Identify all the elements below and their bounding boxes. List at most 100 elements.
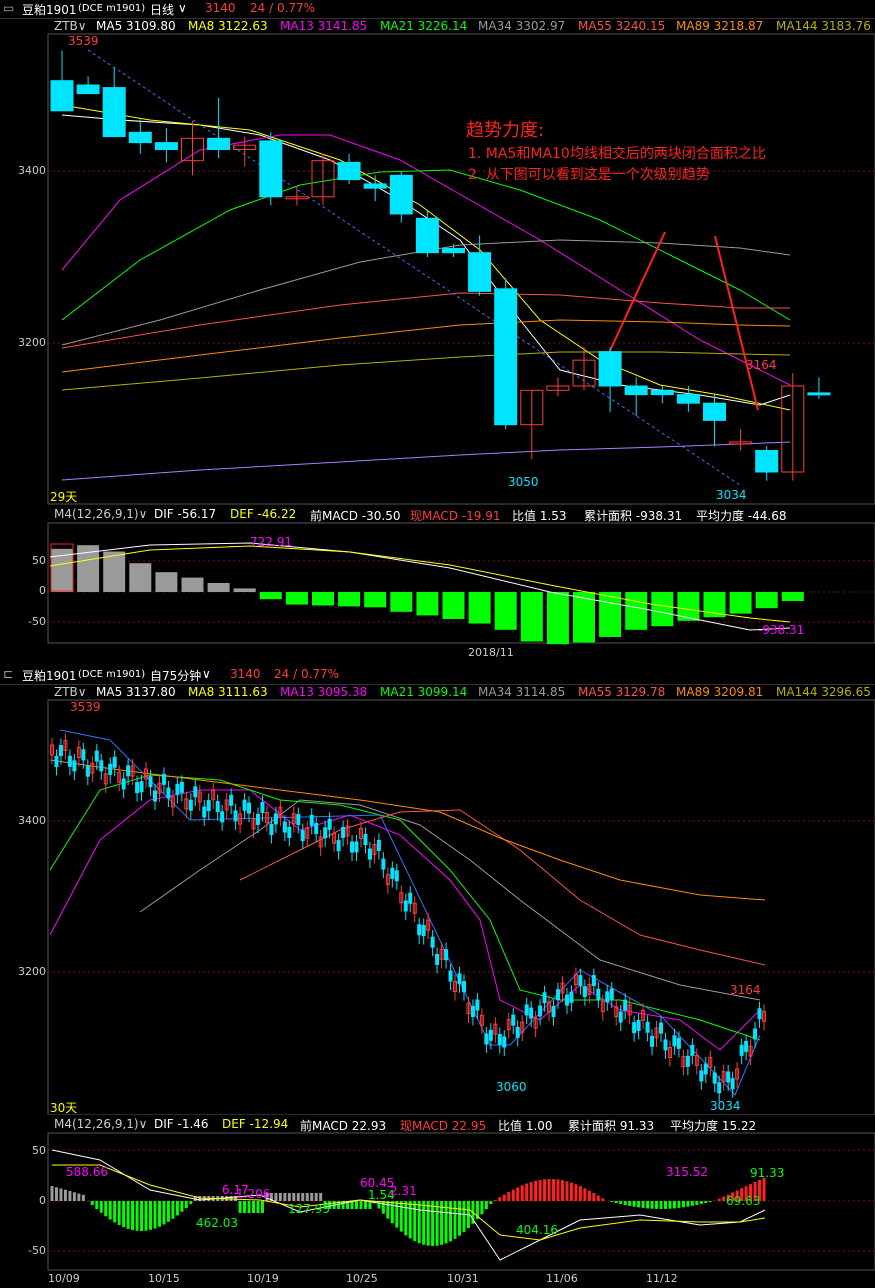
chevron-down-icon[interactable]: ∨ [178,1,187,15]
macd-label-12: 69.63 [726,1194,761,1208]
macd-bar [149,1201,153,1230]
candle-body [179,781,184,793]
candle-body [755,450,779,473]
macd-bar [301,1193,305,1201]
macd-bar [704,1201,708,1203]
ma144-value: MA144 3183.76 [776,19,871,33]
candle-body [582,986,587,998]
period-selector[interactable]: 日线 [150,3,175,17]
candle-body [144,768,149,780]
chevron-down-icon[interactable]: ∨ [202,667,211,681]
high-label: 3539 [68,34,99,48]
macd-bar [368,1201,372,1209]
ratio-value: 比值 1.53 [512,509,567,523]
macd-selector[interactable]: M4(12,26,9,1)∨ [54,1117,148,1131]
candle-body [556,989,561,1001]
macd-bar [543,1179,547,1201]
symbol-code: (DCE m1901) [78,3,146,14]
macd-bar [560,1180,564,1201]
candle-body [623,999,628,1011]
ztb-selector[interactable]: ZTB∨ [54,19,87,33]
candle-body [781,385,805,473]
candle-body [197,791,202,803]
candle-body [461,981,466,993]
macd-bar [408,1201,412,1239]
candle-body [598,351,622,387]
days-label: 30天 [50,1101,78,1115]
window-icon[interactable]: ⊏ [3,667,14,681]
candle-body [206,800,211,812]
candle-body [181,137,204,162]
macd-bar [583,1188,587,1201]
candle-body [560,982,565,994]
candle-body [341,826,346,838]
candle-body [421,924,426,936]
note-line-1: 1. MA5和MA10均线相交后的两块闭合面积之比 [468,146,766,162]
high-label: 3539 [70,700,101,714]
candle-body [170,796,175,808]
bottom-macd-ytick-50: 50 [32,1144,46,1157]
macd-bar [587,1190,591,1201]
candle-body [717,1082,722,1094]
ma89-value: MA89 3209.81 [676,685,764,699]
macd-bar [534,1180,538,1201]
candle-body [435,953,440,965]
symbol-code: (DCE m1901) [78,669,146,680]
macd-bar [641,1201,645,1208]
ma34-value: MA34 3302.97 [478,19,566,33]
macd-bar [735,1190,739,1201]
macd-bar [457,1201,461,1236]
candle-body [448,970,453,982]
macd-bar [762,1177,766,1201]
candle-body [663,1039,668,1051]
candle-body [76,746,81,758]
last-price: 3140 [230,667,261,681]
dea-line [49,545,791,623]
cum-area: 累计面积 91.33 [568,1119,655,1133]
macd-bar [51,548,73,592]
macd-bar [189,1201,193,1205]
top-macd-chart [47,522,875,645]
macd-bar [233,588,256,592]
macd-bar [50,543,74,592]
macd-bar [695,1201,699,1205]
candle-body [470,1005,475,1017]
ztb-selector[interactable]: ZTB∨ [54,685,87,699]
macd-bar [703,592,726,618]
macd-bar [755,592,778,609]
macd-bar [81,1194,85,1201]
candle-body [130,765,135,777]
candle-body [385,874,390,886]
candle-body [551,1005,556,1017]
ma55-value: MA55 3240.15 [578,19,666,33]
macd-bar [722,1196,726,1201]
candle-body [108,763,113,775]
candle-body [542,992,547,1004]
macd-label-1: 588.66 [66,1165,108,1179]
macd-selector[interactable]: M4(12,26,9,1)∨ [54,507,148,521]
candle-body [372,843,377,855]
candle-body [475,999,480,1011]
macd-bar [659,1201,663,1209]
macd-bar [328,1201,332,1209]
macd-bar [677,592,700,621]
ma89-value: MA89 3218.87 [676,19,764,33]
window-icon[interactable]: ▭ [3,1,15,15]
macd-bar [381,1201,385,1214]
macd-bar [59,1188,63,1201]
candle-body [641,1009,646,1021]
period-selector[interactable]: 自75分钟 [150,669,202,683]
candle-body [703,1063,708,1075]
bottom-chart-header: ⊏ 豆粕1901 (DCE m1901) 自75分钟 ∨ 3140 24 / 0… [0,666,875,685]
top-price-chart[interactable] [0,0,875,505]
top-macd-ytick-50: 50 [32,554,46,567]
candle-body [305,827,310,839]
candle-body [442,247,465,254]
top-macd-ytick-0: 0 [39,584,46,597]
ma8-value: MA8 3111.63 [188,685,268,699]
candle-body [415,217,439,254]
candle-body [739,1044,744,1056]
macd-bar [54,1187,58,1201]
bottom-price-chart[interactable] [0,0,875,1115]
